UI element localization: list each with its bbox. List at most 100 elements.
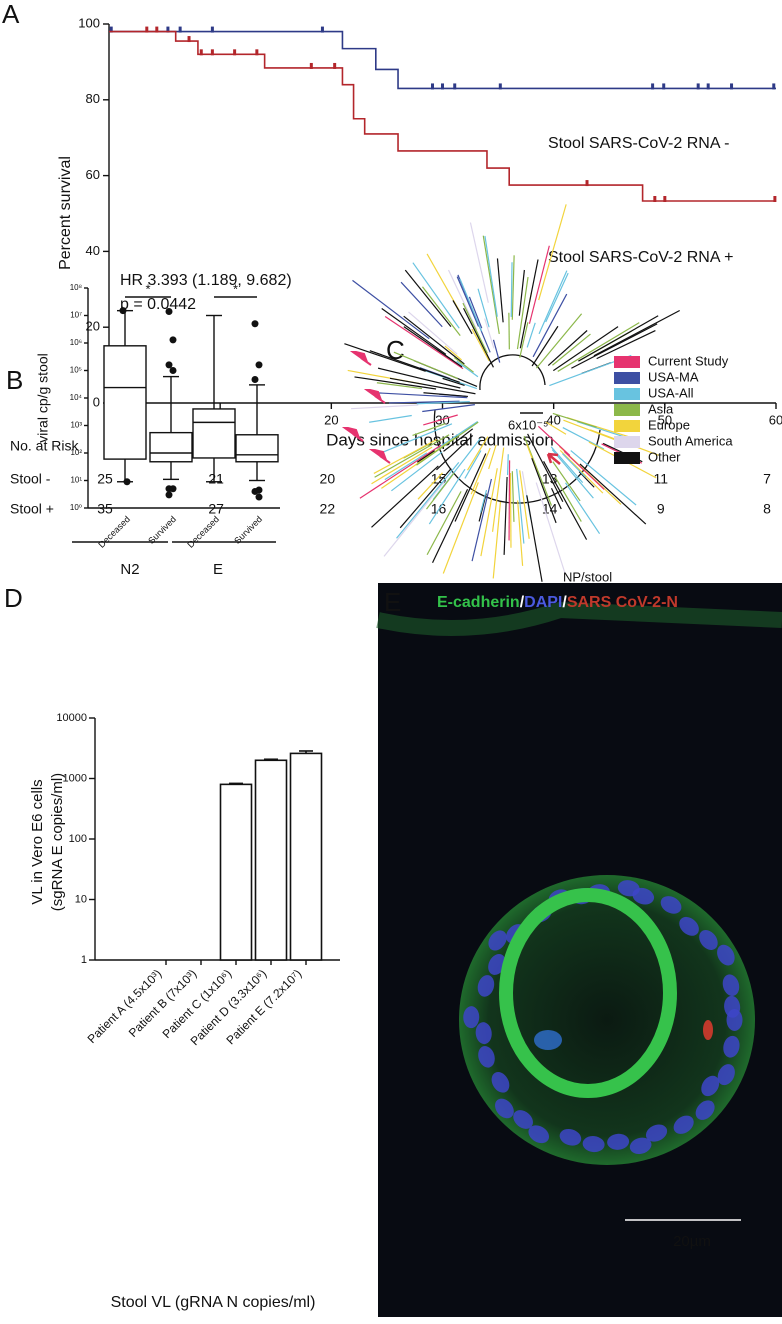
risk-value: 21 [208, 471, 224, 487]
tree-branch [421, 286, 461, 336]
tree-annotation: NP/stool [563, 569, 612, 584]
legend-swatch [614, 356, 640, 368]
nucleus [673, 1115, 694, 1134]
tree-branch [496, 258, 504, 323]
tree-branch [423, 414, 458, 426]
nucleus [701, 1075, 720, 1097]
nucleus [582, 1136, 605, 1153]
y-tick-label: 10⁵ [70, 366, 82, 375]
tree-branch [526, 495, 543, 582]
panel-label: B [6, 365, 23, 395]
survival-curve [109, 30, 776, 90]
tree-branch [442, 482, 479, 574]
tree-branch [403, 326, 463, 368]
tree-branch [516, 468, 525, 544]
panel-label: E [384, 587, 401, 617]
tree-branch [491, 447, 505, 532]
tree-branch [380, 423, 453, 454]
risk-value: 13 [542, 471, 558, 487]
annotation: p = 0.0442 [120, 296, 196, 313]
tree-branch [371, 465, 439, 528]
nucleus [699, 930, 718, 950]
caption-part: / [520, 594, 525, 611]
tree-branch [436, 420, 478, 450]
outlier [251, 487, 259, 495]
nucleus [534, 1030, 562, 1050]
caption-part: SARS CoV-2-N [567, 594, 678, 611]
y-tick-label: 10⁴ [70, 393, 83, 402]
tree-branch [508, 460, 511, 541]
tree-branch [417, 472, 443, 500]
tree-branch [403, 315, 465, 365]
tree-branch [480, 468, 498, 557]
y-tick-label: 40 [86, 243, 100, 258]
tree-branch [551, 449, 594, 499]
arrow [546, 452, 561, 465]
tree-branch [537, 425, 571, 456]
y-tick-label: 60 [86, 167, 100, 182]
tree-branch [359, 444, 442, 499]
tree-branch [562, 427, 605, 450]
tree-branch [412, 262, 460, 329]
nucleus [695, 1100, 715, 1120]
tree-branch [454, 453, 487, 522]
tree-branch [396, 461, 460, 539]
tree-branch [468, 296, 483, 329]
outlier [165, 361, 173, 369]
tree-branch [519, 259, 539, 349]
nucleus [679, 916, 699, 936]
outlier [255, 493, 263, 501]
tree-branch [369, 350, 460, 383]
tree-branch [559, 449, 604, 494]
legend-label: Current Study [648, 353, 729, 368]
tree-branch [528, 245, 550, 324]
tree-branch [374, 434, 450, 478]
tree-branch [506, 454, 509, 476]
tree-branch [488, 444, 497, 470]
outlier [119, 307, 127, 315]
tree-branch [577, 421, 629, 439]
box [103, 345, 147, 460]
x-tick-label: 20 [324, 412, 338, 427]
tree-branch [526, 322, 536, 348]
legend-swatch [614, 420, 640, 432]
legend-label: USA-MA [648, 369, 699, 384]
tree-branch [442, 377, 465, 387]
risk-table-title: No. at Risk [10, 438, 79, 454]
tree-branch [565, 482, 601, 534]
tree-branch [538, 270, 568, 335]
x-axis-title: Stool VL (gRNA N copies/ml) [111, 1294, 316, 1311]
x-tick-label: Deceased [96, 514, 132, 550]
tree-branch [351, 404, 419, 410]
y-tick-label: 100 [69, 833, 87, 845]
outlier [165, 307, 173, 315]
tree-branch [393, 351, 459, 380]
legend-swatch [614, 452, 640, 464]
nucleus [607, 1133, 630, 1150]
risk-value: 27 [208, 501, 224, 517]
tree-branch [516, 276, 529, 350]
nucleus [491, 1072, 510, 1093]
caption: E-cadherin/DAPI/SARS CoV-2-N [437, 594, 678, 611]
y-tick-label: 10 [75, 893, 87, 905]
significance-label: * [233, 281, 238, 296]
tree-branch [543, 460, 588, 540]
bar [219, 783, 253, 961]
y-tick-label: 0 [93, 394, 100, 409]
nucleus [475, 1022, 492, 1045]
tree-branch [371, 446, 433, 485]
risk-value: 7 [763, 471, 771, 487]
y-tick-label: 10³ [70, 421, 82, 430]
tree-branch [391, 451, 443, 492]
y-tick-label: 100 [78, 15, 100, 30]
tree-branch [463, 307, 494, 368]
nucleus [724, 995, 741, 1018]
tree-branch [552, 461, 581, 502]
tree-branch [535, 313, 583, 369]
tree-branch [428, 468, 466, 525]
tree-branch [431, 488, 469, 564]
x-tick-label: Deceased [185, 514, 221, 550]
x-tick-label: 60 [769, 412, 782, 427]
nucleus [722, 974, 740, 997]
